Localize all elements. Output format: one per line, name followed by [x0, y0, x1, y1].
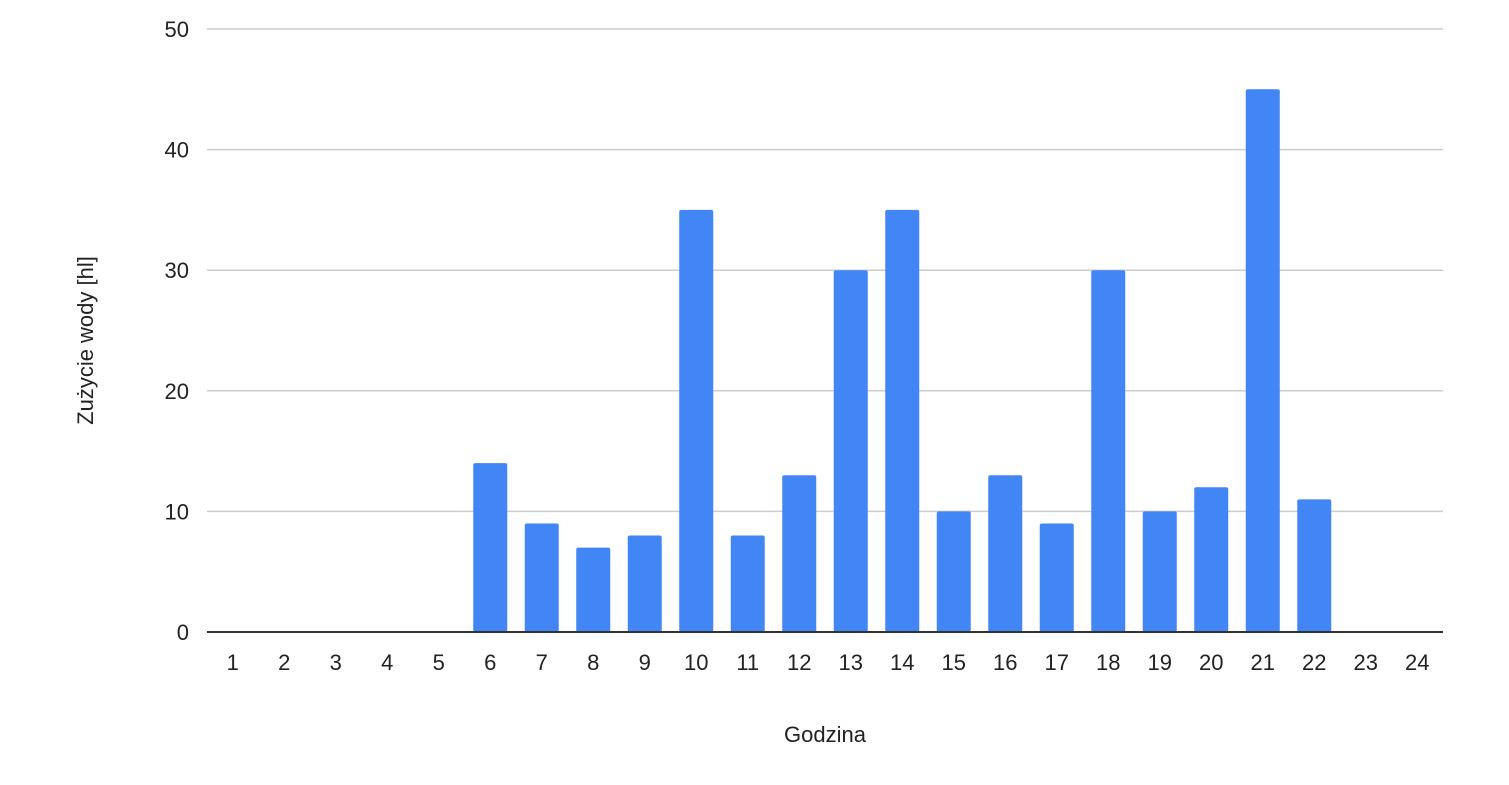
x-tick-label: 23: [1354, 650, 1378, 675]
x-tick-label: 8: [587, 650, 599, 675]
y-tick-label: 30: [165, 258, 189, 283]
bar-12: [782, 475, 817, 632]
x-tick-label: 13: [839, 650, 863, 675]
bar-10: [679, 209, 714, 632]
x-tick-label: 17: [1045, 650, 1069, 675]
bar-11: [730, 535, 765, 632]
x-tick-label: 3: [330, 650, 342, 675]
bar-17: [1039, 523, 1074, 632]
bar-19: [1142, 511, 1177, 632]
x-tick-label: 12: [787, 650, 811, 675]
bar-16: [988, 475, 1023, 632]
x-tick-label: 2: [278, 650, 290, 675]
y-axis-title: Zużycie wody [hl]: [73, 256, 98, 425]
bar-20: [1194, 487, 1229, 632]
x-tick-label: 1: [227, 650, 239, 675]
bars: [473, 89, 1332, 633]
bar-13: [833, 270, 868, 632]
bar-18: [1091, 270, 1126, 632]
x-tick-label: 16: [993, 650, 1017, 675]
bar-15: [936, 511, 971, 632]
bar-9: [627, 535, 662, 632]
x-tick-label: 22: [1302, 650, 1326, 675]
x-tick-label: 21: [1251, 650, 1275, 675]
y-tick-label: 10: [165, 499, 189, 524]
x-axis-ticks: 1 2 3 4 5 6 7 8 9 10 11 12 13 14 15 16 17 18 19 20 21 22 23 24: [227, 650, 1430, 675]
x-tick-label: 4: [381, 650, 393, 675]
y-tick-label: 0: [177, 620, 189, 645]
bar-21: [1245, 89, 1280, 633]
x-tick-label: 19: [1148, 650, 1172, 675]
bar-22: [1297, 499, 1332, 632]
x-tick-label: 11: [736, 650, 759, 675]
x-tick-label: 20: [1199, 650, 1223, 675]
x-tick-label: 6: [484, 650, 496, 675]
x-tick-label: 9: [639, 650, 651, 675]
x-tick-label: 10: [684, 650, 708, 675]
x-tick-label: 7: [536, 650, 548, 675]
x-axis-title: Godzina: [784, 722, 867, 747]
x-tick-label: 5: [433, 650, 445, 675]
y-axis-ticks: 0 10 20 30 40 50: [165, 17, 189, 645]
bar-8: [576, 547, 611, 632]
bar-6: [473, 463, 508, 632]
bar-14: [885, 209, 920, 632]
y-tick-label: 50: [165, 17, 189, 42]
x-tick-label: 24: [1405, 650, 1429, 675]
y-tick-label: 40: [165, 138, 189, 163]
gridlines: [207, 28, 1443, 513]
bar-7: [524, 523, 559, 632]
y-tick-label: 20: [165, 379, 189, 404]
x-tick-label: 14: [890, 650, 914, 675]
x-tick-label: 18: [1096, 650, 1120, 675]
x-tick-label: 15: [942, 650, 966, 675]
